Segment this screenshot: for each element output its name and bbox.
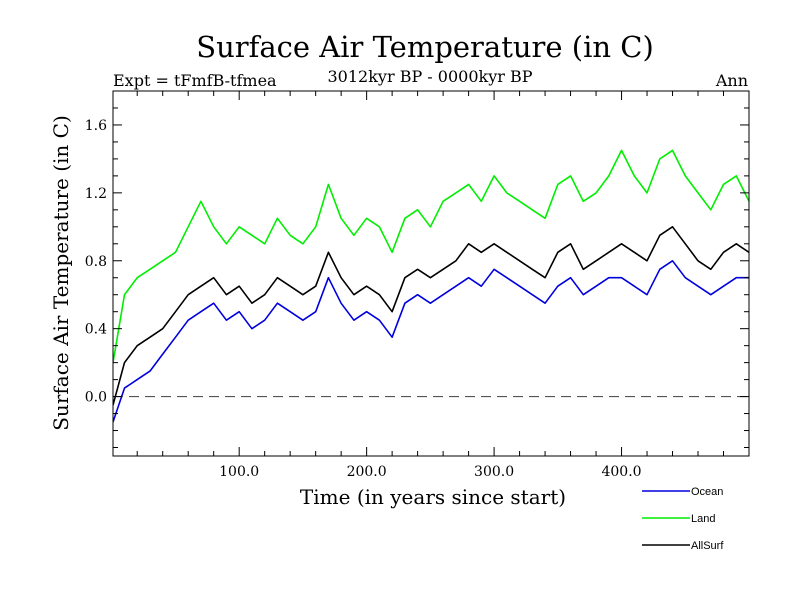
experiment-label: Expt = tFmfB-tfmea: [113, 71, 277, 90]
chart-title: Surface Air Temperature (in C): [196, 30, 654, 64]
y-tick-label: 0.0: [85, 390, 107, 406]
x-axis-label: Time (in years since start): [300, 485, 566, 509]
x-tick-label: 200.0: [347, 464, 387, 480]
legend: Ocean Land AllSurf: [642, 486, 724, 552]
plot-area: [113, 149, 749, 423]
x-tick-label: 300.0: [474, 464, 514, 480]
plot-frame: [112, 90, 750, 457]
series-line-ocean: [113, 259, 749, 423]
legend-label-allsurf: AllSurf: [691, 540, 724, 552]
y-tick-label: 1.6: [85, 118, 107, 134]
chart-subtitle: 3012kyr BP - 0000kyr BP: [328, 67, 533, 86]
series-line-land: [113, 149, 749, 363]
axis-layer: 100.0 200.0 300.0 400.0 0.0 0.4 0.8 1.2 1.6: [85, 91, 749, 480]
legend-label-land: Land: [691, 513, 715, 525]
season-label: Ann: [715, 71, 748, 90]
y-axis-label: Surface Air Temperature (in C): [49, 115, 73, 431]
legend-label-ocean: Ocean: [691, 486, 723, 498]
y-tick-label: 0.4: [85, 322, 107, 338]
y-tick-label: 1.2: [85, 186, 107, 202]
series-layer: [113, 149, 749, 423]
y-tick-label: 0.8: [85, 254, 107, 270]
series-line-allsurf: [113, 226, 749, 406]
x-tick-label: 100.0: [219, 464, 259, 480]
x-tick-label: 400.0: [601, 464, 641, 480]
